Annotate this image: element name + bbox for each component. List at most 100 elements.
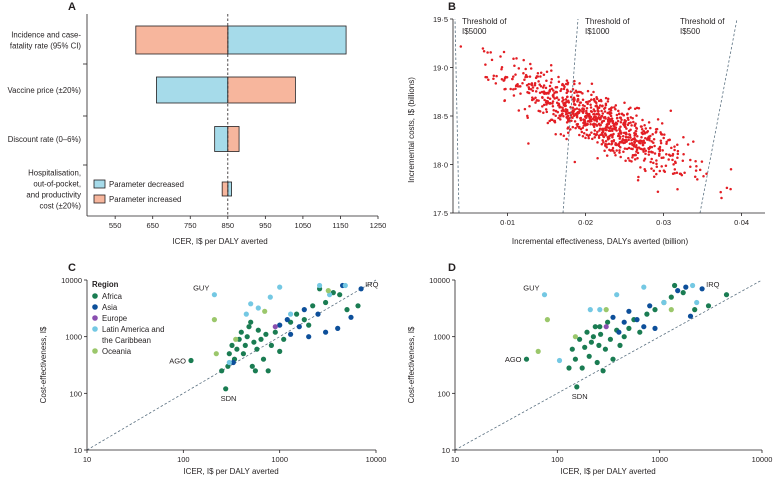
panel-b-point bbox=[591, 137, 594, 141]
panel-b-point bbox=[511, 77, 514, 81]
panel-b-point bbox=[578, 104, 581, 107]
panel-b-point bbox=[562, 98, 565, 102]
panel-b-point bbox=[667, 138, 670, 142]
panel-c-point-africa bbox=[252, 368, 258, 374]
panel-b-point bbox=[578, 82, 581, 85]
panel-b-point bbox=[655, 172, 658, 176]
panel-b-point bbox=[530, 82, 534, 85]
panel-b-point bbox=[552, 89, 555, 92]
panel-c-point-africa bbox=[254, 346, 260, 352]
panel-b-point bbox=[514, 87, 517, 91]
panel-b-point bbox=[570, 119, 573, 123]
panel-b-point bbox=[631, 138, 635, 141]
panel-b-point bbox=[652, 175, 656, 178]
panel-b-point bbox=[610, 117, 614, 120]
panel-d-x-tick-label: 1000 bbox=[651, 455, 668, 464]
panel-b-point bbox=[700, 160, 704, 163]
panel-b-point bbox=[547, 92, 550, 95]
panel-b-point bbox=[557, 116, 560, 120]
panel-b-point bbox=[548, 84, 552, 88]
panel-b-point bbox=[588, 133, 591, 137]
panel-c-point-label: AGO bbox=[169, 356, 186, 365]
panel-b-point bbox=[652, 138, 656, 141]
panel-b-point bbox=[682, 135, 685, 139]
panel-b-point bbox=[639, 166, 642, 169]
panel-b-point bbox=[566, 89, 569, 93]
panel-b-point bbox=[661, 149, 664, 152]
panel-b-point bbox=[650, 145, 654, 149]
panel-b-point bbox=[580, 130, 584, 134]
panel-d-y-tick-label: 10 bbox=[442, 446, 450, 455]
panel-c-point-africa bbox=[310, 303, 316, 309]
panel-b-point bbox=[694, 159, 697, 163]
panel-b-point bbox=[541, 86, 545, 89]
panel-b-point bbox=[603, 149, 606, 153]
panel-b-point bbox=[526, 116, 529, 120]
panel-b-point bbox=[611, 121, 615, 125]
panel-b-point bbox=[503, 77, 507, 80]
panel-b-point bbox=[552, 93, 555, 97]
panel-b-point bbox=[503, 99, 506, 103]
panel-c-point-latin bbox=[277, 284, 283, 290]
panel-d-point-asia bbox=[699, 286, 705, 292]
panel-c-point-africa bbox=[249, 363, 255, 369]
panel-b-point bbox=[633, 133, 637, 136]
panel-b-point bbox=[600, 109, 603, 113]
panel-b-point bbox=[640, 139, 643, 143]
panel-b-point bbox=[528, 75, 532, 78]
panel-b-point bbox=[683, 171, 686, 174]
panel-b-point bbox=[648, 138, 651, 142]
panel-b-point bbox=[587, 136, 590, 140]
panel-d-point-africa bbox=[577, 336, 583, 342]
panel-d-point-asia bbox=[634, 317, 640, 323]
panel-b-point bbox=[626, 123, 630, 127]
panel-b-point bbox=[544, 91, 548, 95]
panel-b-point bbox=[600, 142, 604, 146]
panel-c-point-africa bbox=[265, 368, 271, 374]
panel-d-point-latin bbox=[641, 284, 647, 290]
panel-b-point bbox=[639, 147, 642, 150]
panel-b-point bbox=[637, 107, 641, 110]
panel-c-legend-marker-europe bbox=[92, 315, 98, 321]
panel-b-point bbox=[579, 101, 583, 104]
panel-b-point bbox=[540, 90, 544, 94]
panel-c-legend-marker-latin bbox=[92, 326, 98, 332]
panel-b-point bbox=[567, 111, 571, 115]
panel-b-point bbox=[538, 83, 541, 86]
panel-c-point-africa bbox=[246, 324, 252, 330]
panel-b-point bbox=[565, 79, 569, 82]
panel-b-point bbox=[554, 133, 557, 136]
panel-b-point bbox=[579, 118, 583, 122]
panel-b-point bbox=[616, 119, 620, 123]
panel-c-point-latin bbox=[243, 311, 249, 317]
panel-b-point bbox=[651, 133, 654, 136]
panel-b-point bbox=[605, 143, 609, 146]
panel-d-point-asia bbox=[616, 329, 622, 335]
panel-d-point-latin bbox=[541, 292, 548, 298]
panel-d-point-africa bbox=[588, 339, 595, 345]
panel-b-point bbox=[639, 141, 642, 145]
panel-b-point bbox=[588, 113, 591, 116]
panel-b-point bbox=[561, 82, 564, 86]
panel-a-category-label: Discount rate (0–6%) bbox=[8, 135, 82, 144]
panel-b-point bbox=[527, 87, 531, 91]
panel-b-point bbox=[601, 104, 604, 108]
panel-b-point bbox=[627, 157, 630, 160]
panel-b-point bbox=[585, 111, 588, 115]
panel-b-point bbox=[619, 135, 622, 138]
panel-b-point bbox=[512, 75, 515, 78]
panel-b-point bbox=[659, 131, 662, 134]
panel-b-point bbox=[611, 135, 614, 139]
panel-c-y-tick-label: 1000 bbox=[65, 333, 82, 342]
panel-b-point bbox=[564, 108, 568, 111]
panel-d-point-label: SDN bbox=[572, 392, 588, 401]
panel-b-point bbox=[673, 160, 677, 163]
panel-b-point bbox=[632, 120, 635, 124]
panel-b-point bbox=[598, 129, 601, 132]
panel-c-point-africa bbox=[323, 299, 329, 306]
panel-b-point bbox=[636, 134, 639, 138]
panel-b-point bbox=[610, 127, 614, 131]
panel-b-point bbox=[631, 156, 634, 159]
panel-b-point bbox=[635, 143, 638, 147]
